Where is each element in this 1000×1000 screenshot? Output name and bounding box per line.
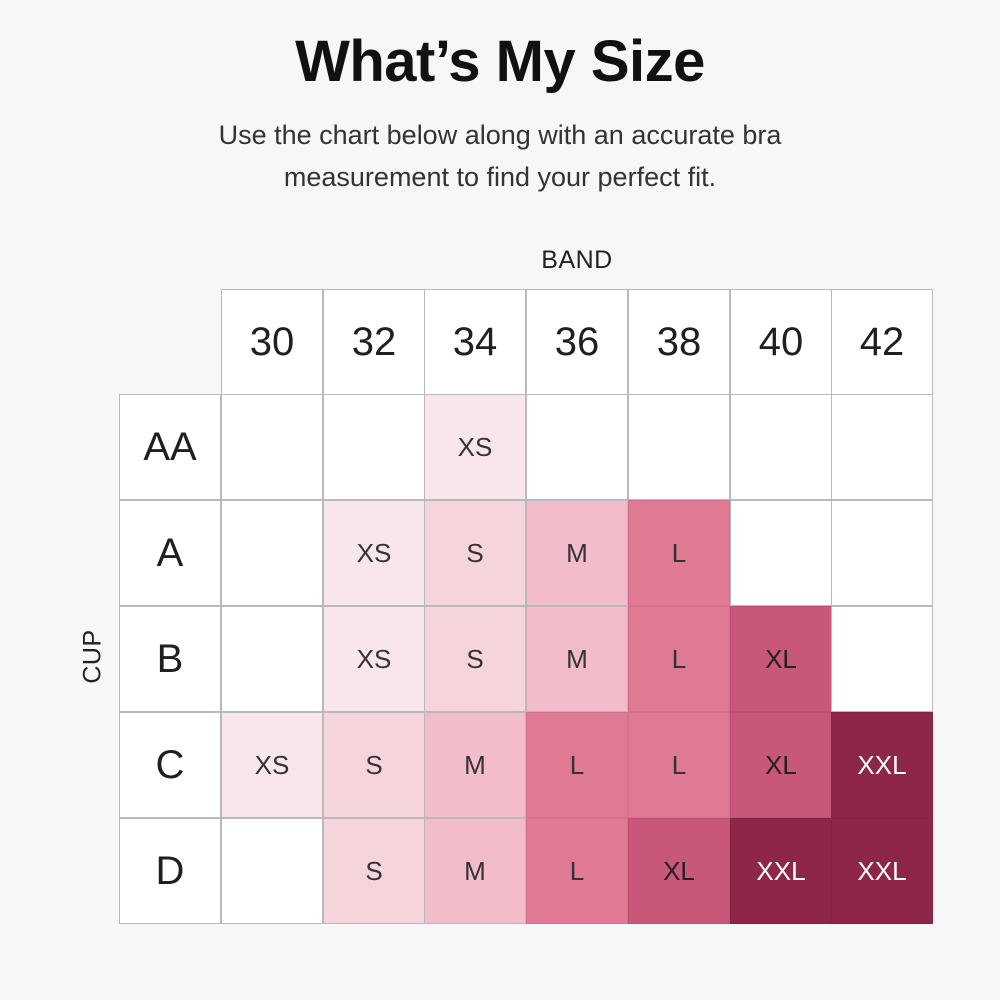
size-cell-c-42: XXL (831, 712, 933, 818)
size-cell-d-32: S (323, 818, 425, 924)
size-cell-aa-40 (730, 394, 832, 500)
size-cell-d-40: XXL (730, 818, 832, 924)
size-cell-b-32: XS (323, 606, 425, 712)
size-cell-aa-38 (628, 394, 730, 500)
size-cell-c-38: L (628, 712, 730, 818)
cup-axis-label: CUP (78, 629, 107, 684)
cup-header-c: C (119, 712, 221, 818)
size-cell-aa-36 (526, 394, 628, 500)
band-header-38: 38 (628, 289, 730, 395)
size-cell-a-34: S (424, 500, 526, 606)
size-cell-b-34: S (424, 606, 526, 712)
cup-header-aa: AA (119, 394, 221, 500)
size-cell-b-30 (221, 606, 323, 712)
size-cell-a-38: L (628, 500, 730, 606)
size-cell-d-42: XXL (831, 818, 933, 924)
size-cell-a-36: M (526, 500, 628, 606)
band-axis-label: BAND (541, 246, 613, 274)
cup-header-a: A (119, 500, 221, 606)
band-header-42: 42 (831, 289, 933, 395)
band-header-34: 34 (424, 289, 526, 395)
size-cell-aa-30 (221, 394, 323, 500)
size-cell-b-42 (831, 606, 933, 712)
band-header-32: 32 (323, 289, 425, 395)
size-cell-a-40 (730, 500, 832, 606)
cup-header-d: D (119, 818, 221, 924)
size-cell-c-36: L (526, 712, 628, 818)
size-cell-c-34: M (424, 712, 526, 818)
size-cell-a-42 (831, 500, 933, 606)
size-cell-aa-34: XS (424, 394, 526, 500)
size-cell-b-40: XL (730, 606, 832, 712)
size-cell-d-34: M (424, 818, 526, 924)
size-cell-aa-42 (831, 394, 933, 500)
band-header-36: 36 (526, 289, 628, 395)
band-header-30: 30 (221, 289, 323, 395)
size-cell-aa-32 (323, 394, 425, 500)
page-title: What’s My Size (295, 29, 705, 94)
size-cell-b-36: M (526, 606, 628, 712)
size-cell-c-30: XS (221, 712, 323, 818)
size-cell-c-40: XL (730, 712, 832, 818)
size-cell-c-32: S (323, 712, 425, 818)
size-cell-d-30 (221, 818, 323, 924)
cup-header-b: B (119, 606, 221, 712)
size-cell-b-38: L (628, 606, 730, 712)
size-cell-a-30 (221, 500, 323, 606)
size-cell-d-38: XL (628, 818, 730, 924)
page-subtitle: Use the chart below along with an accura… (218, 120, 782, 192)
size-cell-a-32: XS (323, 500, 425, 606)
size-cell-d-36: L (526, 818, 628, 924)
band-header-40: 40 (730, 289, 832, 395)
